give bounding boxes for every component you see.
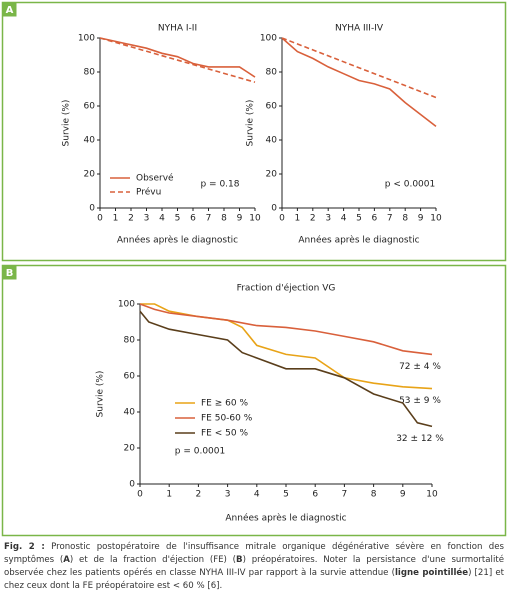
y-tick-label: 40 [266,136,278,146]
x-tick-label: 2 [310,214,316,224]
x-tick-label: 10 [426,490,438,500]
x-axis-label: Années après le diagnostic [225,513,346,524]
x-tick-label: 0 [279,214,285,224]
caption-text: Fig. 2 : [4,542,45,552]
x-tick-label: 6 [312,490,318,500]
legend-label: FE < 50 % [201,429,248,439]
y-tick-label: 20 [84,170,96,180]
caption-text: A [63,555,70,565]
x-tick-label: 3 [225,490,231,500]
x-tick-label: 4 [159,214,165,224]
survival-curve [99,37,256,78]
y-tick-label: 60 [124,372,136,382]
legend-label: FE 50-60 % [201,414,253,424]
survival-curve [140,303,433,390]
x-tick-label: 1 [295,214,301,224]
p-value: p < 0.0001 [385,180,435,190]
caption-text: Pronostic postopératoire de l'insuffisan… [4,542,505,565]
caption-text: ) et de la fraction d'éjection (FE) ( [69,555,237,565]
x-tick-label: 7 [206,214,212,224]
x-tick-label: 3 [144,214,150,224]
chart-title: NYHA I-II [158,24,197,34]
x-tick-label: 1 [113,214,119,224]
x-tick-label: 4 [341,214,347,224]
x-tick-label: 10 [430,214,442,224]
x-tick-label: 8 [402,214,408,224]
survival-curve [281,37,437,128]
x-tick-label: 7 [387,214,393,224]
x-tick-label: 2 [196,490,202,500]
x-tick-label: 0 [137,490,143,500]
survival-curve [139,303,433,356]
end-label: 32 ± 12 % [396,434,444,444]
y-tick-label: 60 [84,102,96,112]
x-tick-label: 4 [254,490,260,500]
panel-tag [2,2,17,17]
x-tick-label: 10 [249,214,261,224]
y-tick-label: 40 [124,408,136,418]
caption-text: B [236,555,243,565]
panel-tag [2,265,17,280]
y-tick-label: 0 [129,480,135,490]
x-tick-label: 6 [372,214,378,224]
y-tick-label: 80 [266,68,278,78]
x-tick-label: 0 [97,214,103,224]
end-label: 53 ± 9 % [399,396,441,406]
y-tick-label: 100 [118,300,135,310]
x-tick-label: 7 [342,490,348,500]
y-tick-label: 20 [266,170,278,180]
x-tick-label: 5 [356,214,362,224]
x-axis-label: Années après le diagnostic [298,235,419,246]
legend-label: Prévu [136,187,161,198]
x-tick-label: 9 [418,214,424,224]
legend-label: FE ≥ 60 % [201,399,248,409]
y-tick-label: 40 [84,136,96,146]
x-axis-label: Années après le diagnostic [117,235,238,246]
x-tick-label: 3 [325,214,331,224]
y-tick-label: 100 [78,34,95,44]
caption-text: ) [21] et chez ceux dont la FE préopérat… [4,568,504,591]
x-tick-label: 5 [175,214,181,224]
end-label: 72 ± 4 % [399,362,441,372]
caption-text: ligne pointillée [394,568,469,578]
survival-curve [139,310,433,428]
y-axis-label: Survie (%) [62,100,72,147]
chart-title: Fraction d'éjection VG [237,283,336,294]
legend-label: Observé [136,173,174,184]
x-tick-label: 2 [128,214,134,224]
y-tick-label: 20 [124,444,136,454]
y-tick-label: 80 [124,336,136,346]
p-value: p = 0.0001 [175,447,225,457]
x-tick-label: 5 [283,490,289,500]
x-tick-label: 9 [237,214,243,224]
caption: Fig. 2 : Pronostic postopératoire de l'i… [4,541,504,593]
x-tick-label: 8 [371,490,377,500]
p-value: p = 0.18 [200,180,239,190]
chart-title: NYHA III-IV [335,24,384,34]
y-axis-label: Survie (%) [96,371,106,418]
y-tick-label: 60 [266,102,278,112]
panel-frame [1,264,507,537]
y-tick-label: 80 [84,68,96,78]
y-tick-label: 0 [89,204,95,214]
panel-frame [1,1,507,262]
panel-letter: A [6,5,14,16]
x-tick-label: 9 [400,490,406,500]
survival-curve [281,37,437,99]
survival-curve [99,37,256,83]
caption-text: ) préopératoires. Noter la persistance d… [4,555,504,578]
x-tick-label: 1 [166,490,172,500]
y-tick-label: 0 [271,204,277,214]
y-axis-label: Survie (%) [246,100,256,147]
x-tick-label: 8 [221,214,227,224]
figure: A B NYHA I-II0 1 2 3 4 5 6 7 8 9 10020406080100Ann… [1,1,507,537]
y-tick-label: 100 [260,34,277,44]
x-tick-label: 6 [190,214,196,224]
panel-letter: B [6,268,14,279]
